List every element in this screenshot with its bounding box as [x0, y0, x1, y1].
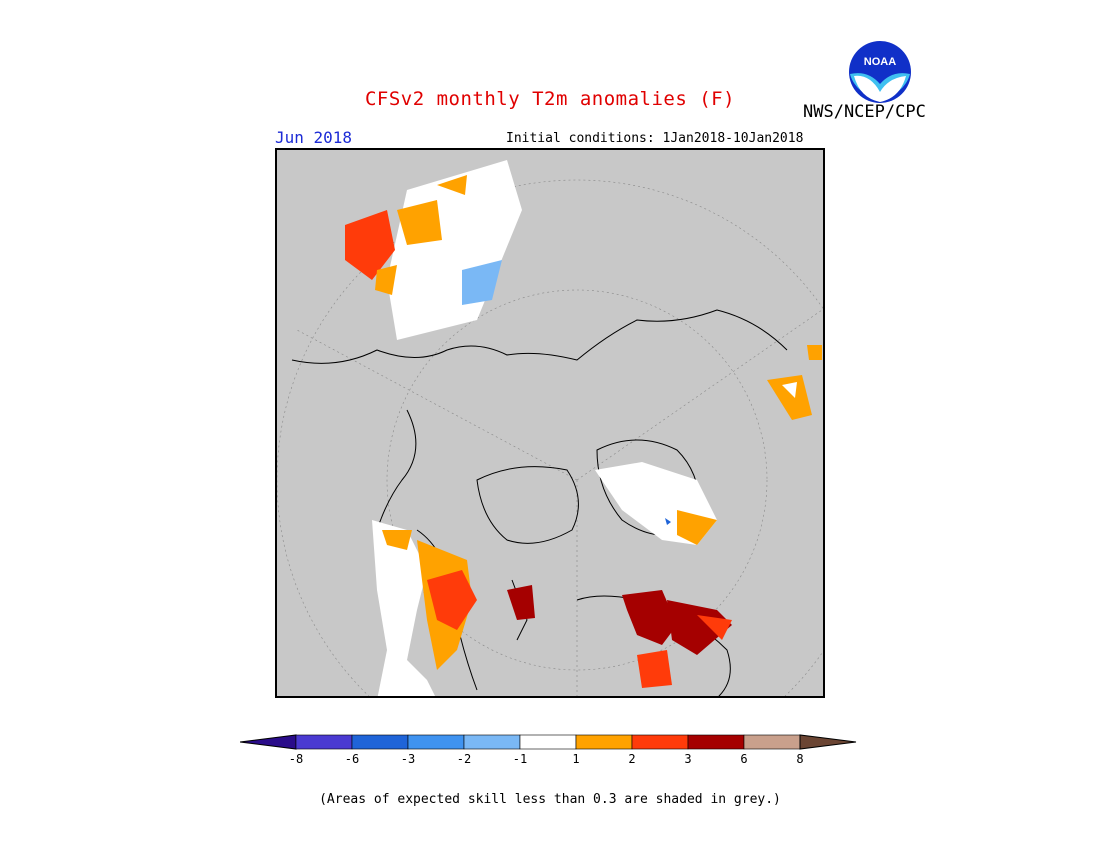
legend-swatch	[519, 734, 577, 750]
logo-text: NOAA	[864, 56, 896, 68]
legend-tick-label: 2	[628, 752, 636, 766]
latitude-circle-inner	[386, 289, 768, 671]
agency-label: NWS/NCEP/CPC	[803, 102, 926, 122]
legend-swatch	[351, 734, 409, 750]
forecast-month: Jun 2018	[275, 128, 353, 147]
legend-tick-label: 6	[740, 752, 748, 766]
legend-swatch	[743, 734, 801, 750]
legend-arrow-high	[799, 734, 857, 750]
region-north-africa	[345, 160, 522, 340]
noaa-logo: NOAA	[849, 41, 911, 103]
legend-tick-label: -2	[456, 752, 472, 766]
legend-swatch	[295, 734, 353, 750]
legend-tick-label: -3	[400, 752, 416, 766]
region-north-america	[372, 520, 535, 696]
anomaly-map	[275, 148, 825, 698]
legend-swatch	[463, 734, 521, 750]
region-east-asia	[767, 375, 812, 420]
legend-swatch	[631, 734, 689, 750]
legend-swatch	[687, 734, 745, 750]
legend-tick-label: -1	[512, 752, 528, 766]
legend-swatch	[575, 734, 633, 750]
footnote: (Areas of expected skill less than 0.3 a…	[319, 792, 781, 807]
initial-conditions: Initial conditions: 1Jan2018-10Jan2018	[506, 131, 804, 146]
legend-tick-label: 8	[796, 752, 804, 766]
legend-swatch	[407, 734, 465, 750]
chart-title: CFSv2 monthly T2m anomalies (F)	[364, 88, 736, 110]
legend-tick-label: -6	[344, 752, 360, 766]
legend-tick-label: 1	[572, 752, 580, 766]
legend-tick-label: 3	[684, 752, 692, 766]
color-legend	[240, 734, 857, 750]
legend-tick-label: -8	[288, 752, 304, 766]
region-northeast-canada	[622, 590, 732, 688]
legend-arrow-low	[240, 734, 297, 750]
